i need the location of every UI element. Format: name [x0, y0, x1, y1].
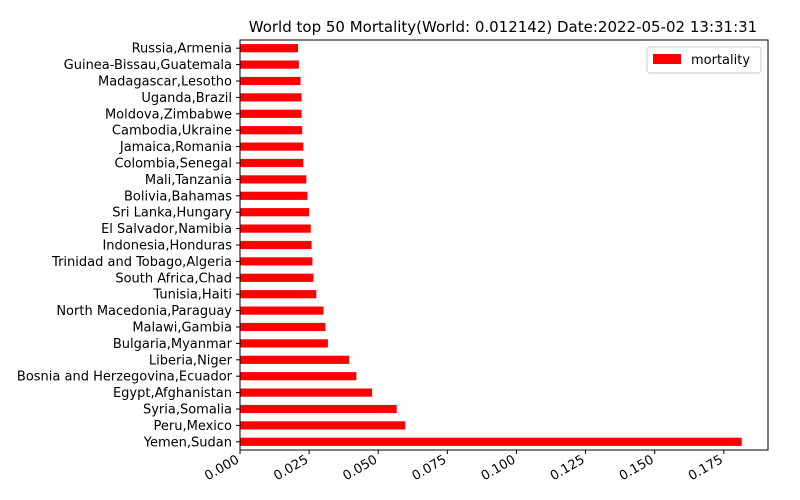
bar: [240, 126, 303, 135]
x-tick-label: 0.100: [479, 452, 519, 484]
x-tick-label: 0.025: [271, 452, 311, 484]
bar: [240, 322, 326, 332]
y-tick-label: Yemen,Sudan: [143, 435, 232, 450]
bar: [240, 76, 301, 86]
y-tick-label: Liberia,Niger: [149, 353, 233, 368]
x-tick-label: 0.050: [340, 452, 380, 484]
plot-frame: [239, 39, 769, 451]
legend: mortality: [646, 46, 762, 74]
y-tick-label: Guinea-Bissau,Guatemala: [64, 58, 232, 73]
y-tick-label: Cambodia,Ukraine: [112, 124, 232, 139]
chart-title: World top 50 Mortality(World: 0.012142) …: [249, 18, 757, 36]
y-tick-label: Moldova,Zimbabwe: [105, 107, 232, 122]
y-tick-label: Bulgaria,Myanmar: [113, 337, 233, 352]
legend-swatch: [653, 54, 681, 64]
x-tick-label: 0.075: [410, 452, 450, 484]
legend-label: mortality: [691, 53, 750, 68]
bar: [240, 339, 328, 348]
bar: [240, 175, 307, 184]
bar: [240, 437, 742, 446]
y-tick-label: Malawi,Gambia: [132, 321, 232, 336]
y-tick-label: Jamaica,Romania: [119, 140, 232, 155]
bar: [240, 224, 311, 233]
legend-box: [646, 46, 762, 74]
y-tick-label: North Macedonia,Paraguay: [56, 304, 232, 319]
y-tick-label: Bosnia and Herzegovina,Ecuador: [17, 370, 233, 385]
bar: [240, 191, 308, 200]
y-tick-label: Mali,Tanzania: [145, 173, 232, 188]
bar: [240, 355, 350, 364]
y-tick-label: Indonesia,Honduras: [102, 239, 232, 254]
x-tick-label: 0.175: [686, 452, 726, 484]
bar: [240, 93, 302, 102]
y-tick-label: Peru,Mexico: [154, 419, 233, 434]
bar: [240, 60, 299, 69]
x-tick-label: 0.150: [617, 452, 657, 484]
bar: [240, 306, 324, 315]
bar: [240, 273, 314, 282]
y-tick-label: Uganda,Brazil: [141, 91, 232, 106]
bar: [240, 44, 299, 53]
bar: [240, 109, 302, 118]
y-tick-label: South Africa,Chad: [115, 271, 232, 286]
bar: [240, 142, 304, 151]
bar: [240, 290, 317, 299]
bar: [240, 240, 312, 250]
bar: [240, 404, 397, 414]
y-tick-label: El Salvador,Namibia: [101, 222, 232, 237]
bar: [240, 372, 357, 381]
x-tick-label: 0.000: [202, 452, 242, 484]
y-tick-label: Bolivia,Bahamas: [124, 189, 232, 204]
y-tick-label: Madagascar,Lesotho: [98, 75, 232, 90]
y-tick-label: Sri Lanka,Hungary: [112, 206, 232, 221]
y-tick-label: Trinidad and Tobago,Algeria: [51, 255, 232, 270]
bar: [240, 257, 313, 266]
y-tick-label: Tunisia,Haiti: [152, 288, 232, 303]
bar: [240, 158, 304, 168]
x-tick-label: 0.125: [548, 452, 588, 484]
y-tick-label: Egypt,Afghanistan: [113, 386, 232, 401]
y-tick-label: Syria,Somalia: [143, 403, 232, 418]
y-tick-label: Colombia,Senegal: [114, 157, 232, 172]
y-tick-label: Russia,Armenia: [132, 42, 232, 57]
bar: [240, 388, 373, 397]
bar: [240, 208, 310, 217]
bar: [240, 421, 406, 430]
